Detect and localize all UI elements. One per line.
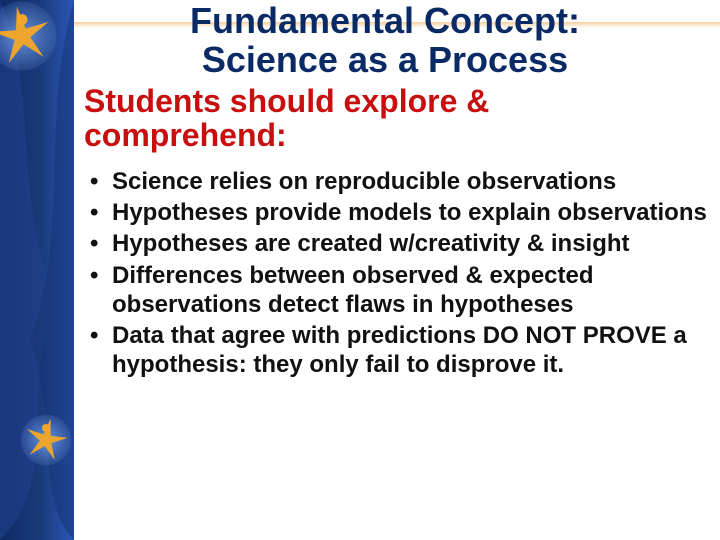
sidebar-graphic <box>0 0 74 540</box>
bullet-item: Differences between observed & expected … <box>84 261 710 320</box>
title-line-1: Fundamental Concept: <box>190 0 580 41</box>
title-line-2: Science as a Process <box>202 39 568 80</box>
bullet-list: Science relies on reproducible observati… <box>84 167 710 380</box>
slide-title: Fundamental Concept: Science as a Proces… <box>60 0 710 80</box>
slide-content: Fundamental Concept: Science as a Proces… <box>80 0 716 382</box>
subhead-line-1: Students should explore & <box>84 83 489 119</box>
bullet-item: Science relies on reproducible observati… <box>84 167 710 196</box>
bullet-item: Data that agree with predictions DO NOT … <box>84 321 710 380</box>
bullet-item: Hypotheses provide models to explain obs… <box>84 198 710 227</box>
bullet-item: Hypotheses are created w/creativity & in… <box>84 229 710 258</box>
sidebar <box>0 0 74 540</box>
slide-subhead: Students should explore & comprehend: <box>84 84 710 153</box>
subhead-line-2: comprehend: <box>84 117 287 153</box>
